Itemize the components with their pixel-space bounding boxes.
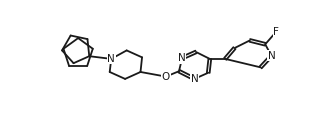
Text: N: N [267,51,275,61]
Text: O: O [162,72,170,82]
Text: F: F [273,27,279,37]
Text: N: N [178,53,186,63]
Text: N: N [107,54,115,64]
Text: N: N [190,74,198,84]
